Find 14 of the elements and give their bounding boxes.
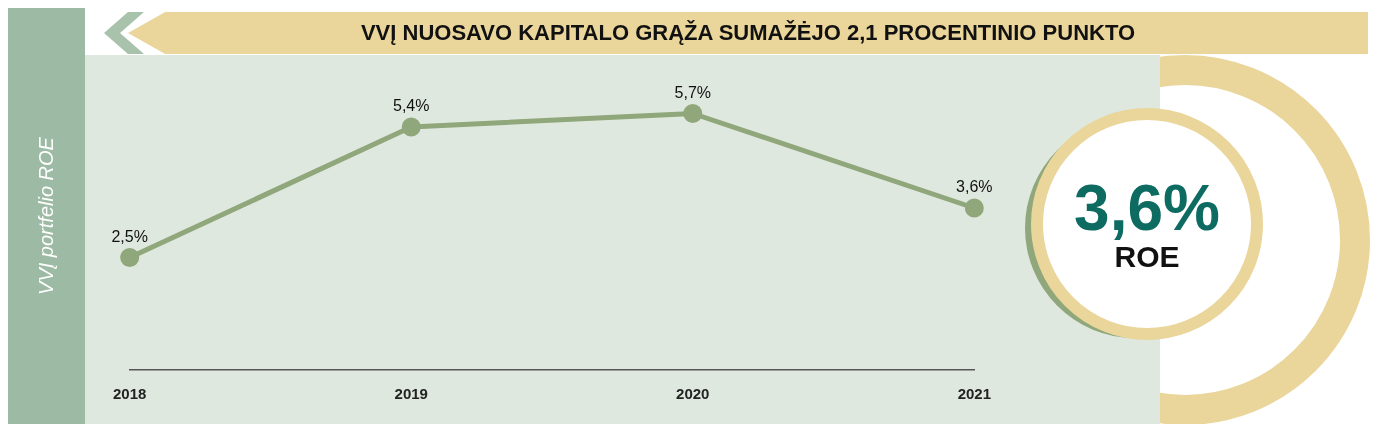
- point: [683, 104, 703, 123]
- point: [964, 198, 984, 218]
- point: [401, 117, 421, 137]
- x-tick-label: 2018: [113, 385, 147, 403]
- data-label: 2,5%: [111, 227, 148, 245]
- x-tick-label: 2019: [394, 385, 428, 403]
- chart-title: VVĮ NUOSAVO KAPITALO GRĄŽA SUMAŽĖJO 2,1 PROCENTINIO PUNKTO: [128, 12, 1368, 54]
- y-axis-title: VVĮ portfelio ROE: [34, 137, 58, 295]
- data-label: 3,6%: [956, 178, 993, 196]
- data-label: 5,4%: [392, 97, 430, 115]
- data-label: 5,7%: [674, 83, 712, 101]
- point: [120, 248, 140, 267]
- x-tick-label: 2020: [676, 385, 710, 403]
- x-tick-label: 2021: [957, 385, 991, 403]
